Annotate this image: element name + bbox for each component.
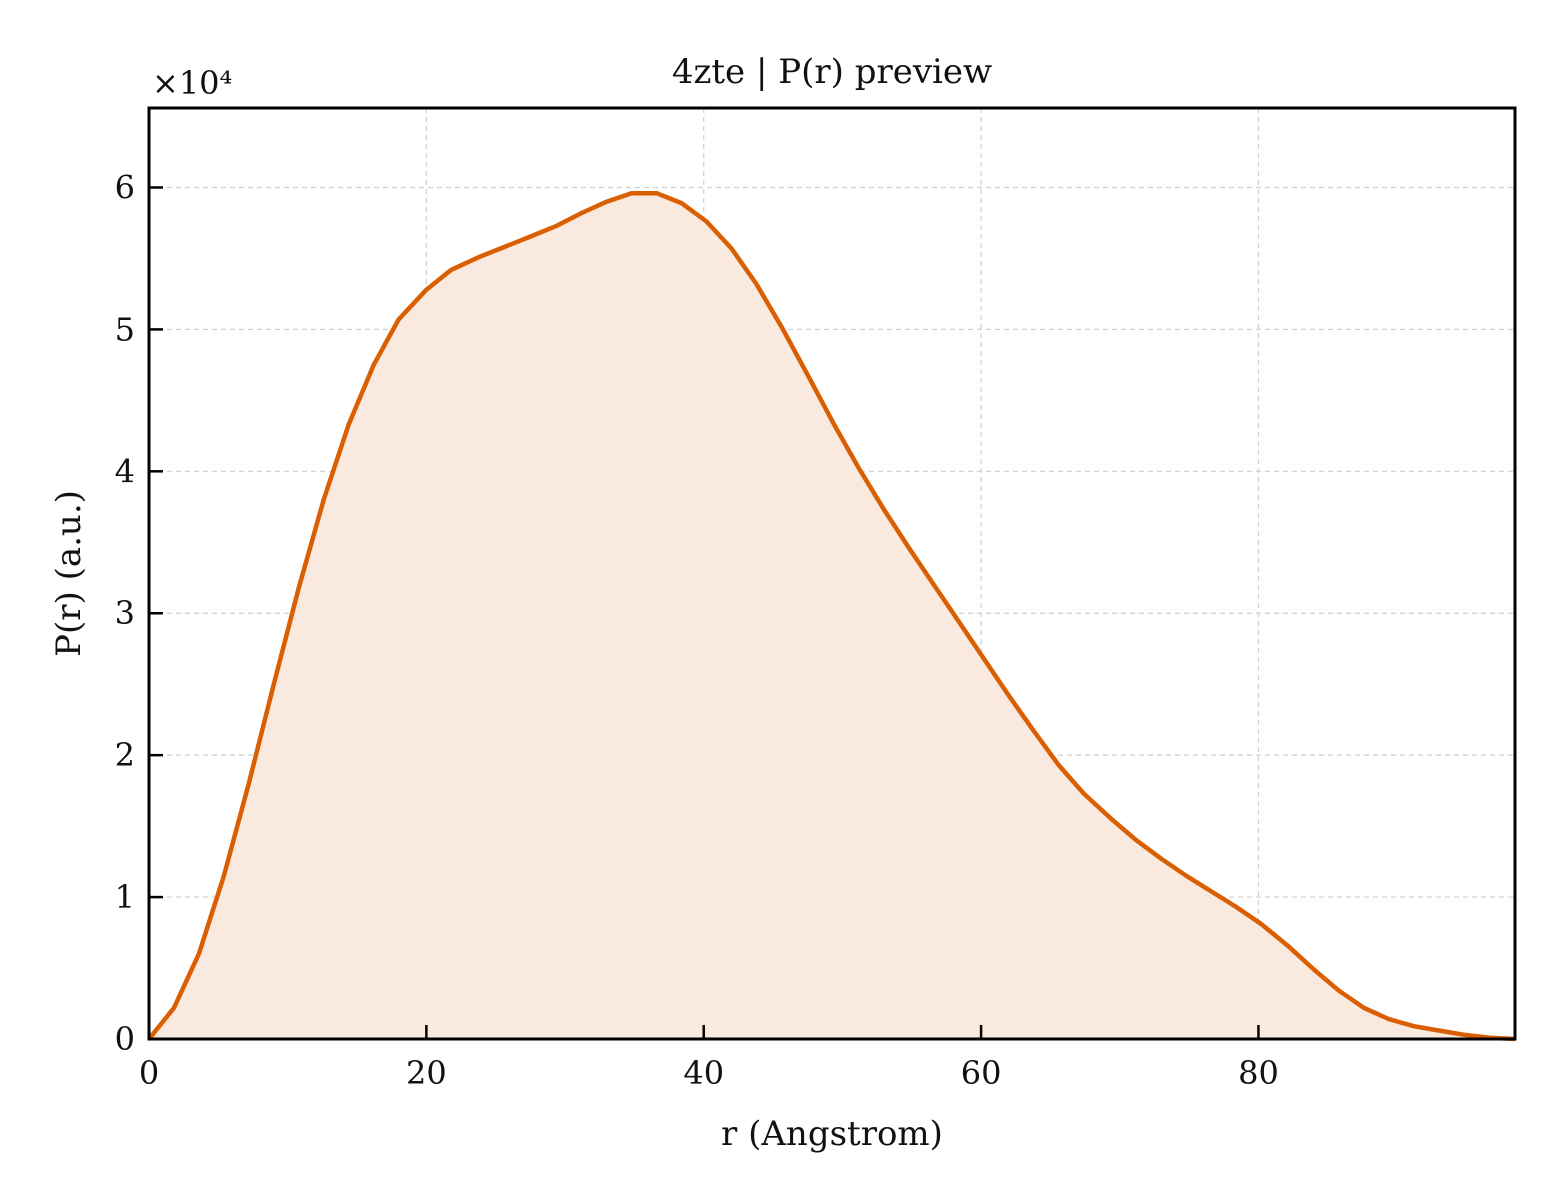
x-tick-label: 0	[139, 1054, 159, 1092]
series-line	[147, 190, 1516, 1042]
x-tick-label: 40	[683, 1054, 724, 1092]
x-tick-labels: 0 20 40 60 80	[139, 1054, 1279, 1092]
y-tick-label: 4	[115, 452, 135, 490]
y-tick-label: 6	[115, 168, 135, 206]
x-tick-label: 20	[406, 1054, 447, 1092]
y-tick-label: 1	[115, 878, 135, 916]
series-area-fill	[149, 193, 1515, 1039]
x-tick-label: 80	[1238, 1054, 1279, 1092]
y-axis-label: P(r) (a.u.)	[49, 490, 89, 657]
y-tick-label: 5	[115, 310, 135, 348]
y-tick-labels: 0 1 2 3 4 5 6	[115, 168, 135, 1058]
x-tick-label: 60	[961, 1054, 1002, 1092]
x-axis-label: r (Angstrom)	[721, 1114, 943, 1154]
y-tick-label: 2	[115, 736, 135, 774]
y-tick-label: 0	[115, 1020, 135, 1058]
plot-frame	[147, 106, 1517, 1041]
y-axis-multiplier: ×10⁴	[152, 64, 232, 102]
chart-title: 4zte | P(r) preview	[672, 52, 992, 92]
y-tick-label: 3	[115, 594, 135, 632]
